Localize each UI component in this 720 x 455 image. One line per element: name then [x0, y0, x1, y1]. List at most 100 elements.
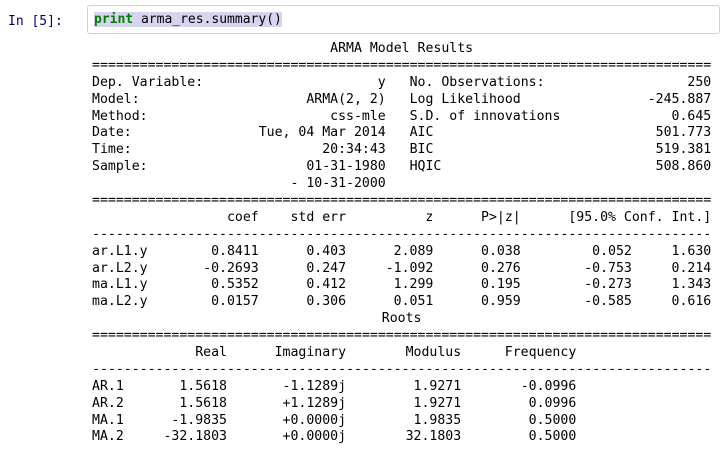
coef-header-z: z [425, 209, 434, 225]
coef-table-header: coef std err z P>|z| [95.0% Conf. Int.] [92, 210, 711, 227]
code-keyword: print [94, 12, 134, 27]
root-frequency: 0.5000 [528, 412, 577, 428]
info-label: Model: [92, 91, 140, 107]
divider-double: ========================================… [92, 193, 712, 209]
coef-value: 0.0157 [211, 294, 259, 310]
info-row: Dep. Variable: y No. Observations: 250 [92, 75, 711, 92]
coef-header-stderr: std err [290, 209, 347, 225]
ci-low: -0.753 [584, 260, 632, 276]
info-row-sample-continuation: - 10-31-2000 [92, 176, 711, 193]
info-value: 519.381 [655, 142, 712, 158]
roots-table-row: AR.1 1.5618 -1.1289j 1.9271 -0.0996 [92, 379, 711, 396]
root-frequency: 0.5000 [528, 429, 577, 445]
ci-high: 0.616 [671, 294, 712, 310]
roots-table-row: MA.2 -32.1803 +0.0000j 32.1803 0.5000 [92, 429, 711, 446]
info-row: Sample: 01-31-1980 HQIC 508.860 [92, 159, 711, 176]
p-value: 0.038 [481, 243, 521, 259]
info-label: HQIC [409, 159, 442, 175]
stderr-value: 0.403 [306, 243, 347, 259]
root-real: -1.9835 [171, 412, 227, 428]
roots-header-imaginary: Imaginary [274, 345, 347, 361]
root-modulus: 32.1803 [405, 429, 462, 445]
roots-table-header: Real Imaginary Modulus Frequency [92, 345, 711, 362]
info-value: Tue, 04 Mar 2014 [258, 125, 386, 141]
stderr-value: 0.247 [306, 260, 347, 276]
info-value: 01-31-1980 [306, 159, 386, 175]
roots-table-row: AR.2 1.5618 +1.1289j 1.9271 0.0996 [92, 396, 711, 413]
root-frequency: 0.0996 [528, 395, 577, 411]
coef-header-ci: [95.0% Conf. Int.] [568, 209, 712, 225]
z-value: 2.089 [393, 243, 434, 259]
root-imaginary: +1.1289j [282, 395, 347, 411]
p-value: 0.276 [481, 260, 521, 276]
coef-header-p: P>|z| [481, 209, 521, 225]
info-label: S.D. of innovations [409, 108, 561, 124]
root-real: 1.5618 [179, 378, 227, 394]
input-prompt: In [5]: [8, 14, 63, 29]
p-value: 0.959 [481, 294, 521, 310]
param-name: ma.L1.y [92, 277, 148, 293]
info-label: Sample: [92, 159, 148, 175]
info-label: AIC [409, 125, 434, 141]
coef-table-row: ma.L2.y 0.0157 0.306 0.051 0.959 -0.585 0… [92, 294, 711, 311]
code-text: arma_res.summary() [133, 12, 282, 27]
root-name: AR.2 [92, 395, 124, 411]
cell-output: ARMA Model Results =====================… [92, 41, 711, 446]
info-row: Date: Tue, 04 Mar 2014 AIC 501.773 [92, 125, 711, 142]
info-value: 508.860 [655, 159, 712, 175]
roots-title: Roots [381, 311, 422, 327]
info-row: Time: 20:34:43 BIC 519.381 [92, 142, 711, 159]
root-modulus: 1.9271 [413, 378, 462, 394]
code-cell-editor[interactable]: print arma_res.summary() [87, 5, 720, 34]
root-real: -32.1803 [163, 429, 227, 445]
root-frequency: -0.0996 [520, 378, 577, 394]
info-value: y [377, 74, 386, 90]
roots-table-row: MA.1 -1.9835 +0.0000j 1.9835 0.5000 [92, 413, 711, 430]
stderr-value: 0.412 [306, 277, 347, 293]
ci-low: -0.273 [584, 277, 632, 293]
coef-header-coef: coef [226, 209, 259, 225]
root-imaginary: -1.1289j [282, 378, 347, 394]
coef-value: -0.2693 [203, 260, 259, 276]
info-value: css-mle [330, 108, 386, 124]
param-name: ar.L2.y [92, 260, 148, 276]
info-row: Method: css-mle S.D. of innovations 0.645 [92, 109, 711, 126]
info-value: ARMA(2, 2) [306, 91, 386, 107]
info-label: Dep. Variable: [92, 74, 204, 90]
info-label: BIC [409, 142, 434, 158]
info-value: 501.773 [655, 125, 712, 141]
divider-double: ========================================… [92, 57, 712, 73]
info-value: 0.645 [671, 108, 712, 124]
coef-table-row: ar.L1.y 0.8411 0.403 2.089 0.038 0.052 1.… [92, 244, 711, 261]
coef-table-row: ma.L1.y 0.5352 0.412 1.299 0.195 -0.273 1… [92, 277, 711, 294]
ci-high: 1.630 [671, 243, 712, 259]
coef-value: 0.5352 [211, 277, 259, 293]
info-label: No. Observations: [409, 74, 545, 90]
code-line: print arma_res.summary() [94, 10, 713, 29]
roots-header-real: Real [195, 345, 227, 361]
root-name: MA.1 [92, 412, 124, 428]
info-value: -245.887 [647, 91, 712, 107]
root-modulus: 1.9271 [413, 395, 462, 411]
info-label: Log Likelihood [409, 91, 521, 107]
info-row: Model: ARMA(2, 2) Log Likelihood -245.887 [92, 92, 711, 109]
info-label: Date: [92, 125, 132, 141]
z-value: 0.051 [393, 294, 434, 310]
info-value: 250 [687, 74, 712, 90]
selection-highlight: print arma_res.summary() [94, 12, 282, 27]
roots-header-frequency: Frequency [504, 345, 577, 361]
root-imaginary: +0.0000j [282, 412, 347, 428]
param-name: ar.L1.y [92, 243, 148, 259]
coef-table-row: ar.L2.y -0.2693 0.247 -1.092 0.276 -0.753… [92, 261, 711, 278]
root-name: AR.1 [92, 378, 124, 394]
info-value: 20:34:43 [322, 142, 386, 158]
info-label: Method: [92, 108, 148, 124]
ci-low: -0.585 [584, 294, 632, 310]
coef-value: 0.8411 [211, 243, 259, 259]
roots-header-modulus: Modulus [405, 345, 462, 361]
root-modulus: 1.9835 [413, 412, 462, 428]
ci-low: 0.052 [592, 243, 632, 259]
divider-single: ----------------------------------------… [92, 226, 712, 242]
root-name: MA.2 [92, 429, 124, 445]
divider-single: ----------------------------------------… [92, 361, 712, 377]
